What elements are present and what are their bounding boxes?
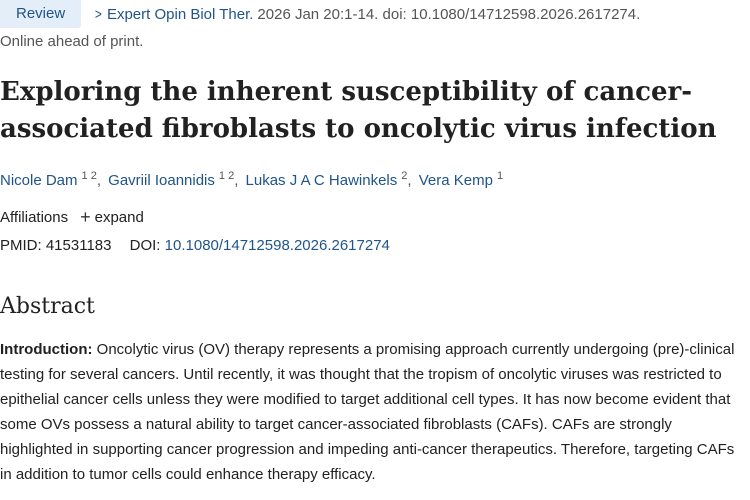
expand-label[interactable]: expand [94, 209, 144, 226]
article-identifiers: PMID: 41531183 DOI: 10.1080/14712598.202… [0, 237, 390, 254]
author-link[interactable]: Vera Kemp [418, 172, 493, 189]
affiliation-refs[interactable]: 1 2 [218, 170, 235, 182]
abstract-heading: Abstract [0, 294, 95, 319]
journal-link[interactable]: Expert Opin Biol Ther. [106, 5, 254, 23]
affiliation-refs[interactable]: 2 [401, 170, 408, 182]
author-link[interactable]: Nicole Dam [0, 172, 78, 189]
author-link[interactable]: Gavriil Ioannidis [108, 172, 215, 189]
author-link[interactable]: Lukas J A C Hawinkels [245, 172, 398, 189]
abstract-body: Oncolytic virus (OV) therapy represents … [0, 341, 735, 483]
publication-status: Online ahead of print. [0, 33, 144, 50]
author-list: Nicole Dam 1 2, Gavriil Ioannidis 1 2, Luk… [0, 170, 503, 189]
abstract-paragraph: Introduction: Oncolytic virus (OV) thera… [0, 337, 745, 487]
plus-icon[interactable]: + [80, 207, 91, 227]
author-item: Nicole Dam 1 2, [0, 170, 108, 189]
citation-details: 2026 Jan 20:1-14. doi: 10.1080/14712598.… [257, 5, 641, 23]
pmid-label: PMID: [0, 237, 42, 254]
author-item: Gavriil Ioannidis 1 2, [108, 170, 245, 189]
author-separator: , [96, 172, 101, 189]
author-item: Lukas J A C Hawinkels 2, [245, 170, 419, 189]
affiliation-refs[interactable]: 1 2 [81, 170, 97, 182]
affiliations-toggle[interactable]: Affiliations + expand [0, 207, 144, 227]
pmid-value: 41531183 [45, 237, 112, 254]
doi-link[interactable]: 10.1080/14712598.2026.2617274 [164, 237, 390, 254]
citation-row: Review > Expert Opin Biol Ther. 2026 Jan… [0, 0, 640, 28]
affiliation-refs[interactable]: 1 [496, 170, 504, 182]
abstract-section-label: Introduction: [0, 341, 93, 358]
article-type-badge: Review [0, 0, 82, 28]
article-title: Exploring the inherent susceptibility of… [0, 77, 717, 144]
author-item: Vera Kemp 1 [418, 170, 504, 189]
doi-label: DOI: [129, 237, 161, 254]
author-separator: , [407, 172, 412, 189]
chevron-right-icon[interactable]: > [95, 5, 103, 23]
affiliations-label: Affiliations [0, 209, 69, 226]
author-separator: , [234, 172, 239, 189]
